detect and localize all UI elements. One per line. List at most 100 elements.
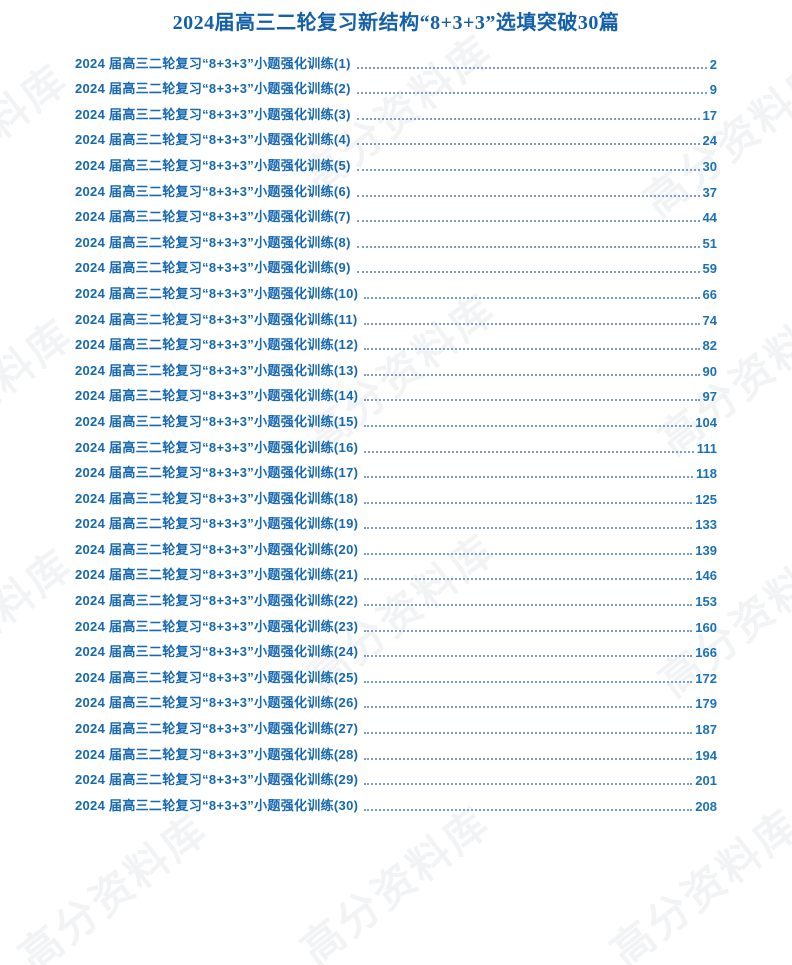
toc-dot-leader [356,117,700,120]
toc-entry-page-number: 37 [702,184,717,200]
toc-entry-label: 2024 届高三二轮复习“8+3+3”小题强化训练(17) [75,465,359,481]
toc-entry[interactable]: 2024 届高三二轮复习“8+3+3”小题强化训练(3) 17 [75,102,717,128]
toc-entry[interactable]: 2024 届高三二轮复习“8+3+3”小题强化训练(29) 201 [75,768,717,794]
toc-entry-label: 2024 届高三二轮复习“8+3+3”小题强化训练(14) [75,388,359,404]
toc-entry-label: 2024 届高三二轮复习“8+3+3”小题强化训练(10) [75,285,359,301]
toc-dot-leader [364,450,694,453]
toc-dot-leader [364,732,693,735]
toc-dot-leader [363,322,700,325]
toc-entry[interactable]: 2024 届高三二轮复习“8+3+3”小题强化训练(11) 74 [75,307,717,333]
toc-entry[interactable]: 2024 届高三二轮复习“8+3+3”小题强化训练(6) 37 [75,179,717,205]
toc-entry[interactable]: 2024 届高三二轮复习“8+3+3”小题强化训练(13) 90 [75,358,717,384]
toc-dot-leader [356,168,700,171]
toc-dot-leader [364,604,693,607]
toc-dot-leader [364,501,693,504]
watermark-text: 高分资料库 [10,805,217,965]
toc-entry[interactable]: 2024 届高三二轮复习“8+3+3”小题强化训练(2) 9 [75,77,717,103]
toc-entry[interactable]: 2024 届高三二轮复习“8+3+3”小题强化训练(15) 104 [75,409,717,435]
toc-dot-leader [356,66,707,69]
toc-entry[interactable]: 2024 届高三二轮复习“8+3+3”小题强化训练(26) 179 [75,691,717,717]
toc-entry-page-number: 97 [702,389,717,405]
toc-entry-label: 2024 届高三二轮复习“8+3+3”小题强化训练(8) [75,234,351,250]
toc-entry-label: 2024 届高三二轮复习“8+3+3”小题强化训练(7) [75,209,351,225]
toc-entry-label: 2024 届高三二轮复习“8+3+3”小题强化训练(23) [75,618,359,634]
toc-entry-label: 2024 届高三二轮复习“8+3+3”小题强化训练(12) [75,337,359,353]
watermark-text: 高分资料库 [0,55,77,231]
toc-entry[interactable]: 2024 届高三二轮复习“8+3+3”小题强化训练(4) 24 [75,128,717,154]
toc-entry-label: 2024 届高三二轮复习“8+3+3”小题强化训练(22) [75,593,359,609]
toc-entry[interactable]: 2024 届高三二轮复习“8+3+3”小题强化训练(19) 133 [75,512,717,538]
toc-entry-label: 2024 届高三二轮复习“8+3+3”小题强化训练(15) [75,413,359,429]
toc-dot-leader [356,92,707,95]
toc-dot-leader [364,424,693,427]
toc-entry-page-number: 66 [702,286,717,302]
toc-entry[interactable]: 2024 届高三二轮复习“8+3+3”小题强化训练(14) 97 [75,384,717,410]
toc-entry-label: 2024 届高三二轮复习“8+3+3”小题强化训练(13) [75,362,359,378]
toc-entry-page-number: 2 [709,56,717,72]
toc-entry[interactable]: 2024 届高三二轮复习“8+3+3”小题强化训练(25) 172 [75,665,717,691]
toc-dot-leader [356,271,700,274]
toc-dot-leader [364,373,700,376]
toc-dot-leader [364,629,693,632]
watermark-text: 高分资料库 [0,310,82,486]
toc-entry[interactable]: 2024 届高三二轮复习“8+3+3”小题强化训练(23) 160 [75,614,717,640]
toc-entry-label: 2024 届高三二轮复习“8+3+3”小题强化训练(25) [75,669,359,685]
toc-entry-page-number: 172 [695,670,717,686]
toc-dot-leader [364,578,693,581]
toc-entry[interactable]: 2024 届高三二轮复习“8+3+3”小题强化训练(24) 166 [75,640,717,666]
toc-entry-page-number: 118 [696,466,717,482]
toc-entry-page-number: 179 [695,696,717,712]
toc-entry-label: 2024 届高三二轮复习“8+3+3”小题强化训练(6) [75,183,351,199]
toc-entry[interactable]: 2024 届高三二轮复习“8+3+3”小题强化训练(5) 30 [75,153,717,179]
toc-entry-label: 2024 届高三二轮复习“8+3+3”小题强化训练(27) [75,721,359,737]
toc-entry-label: 2024 届高三二轮复习“8+3+3”小题强化训练(3) [75,106,351,122]
toc-entry-label: 2024 届高三二轮复习“8+3+3”小题强化训练(16) [75,439,359,455]
toc-entry-page-number: 74 [702,312,717,328]
toc-entry[interactable]: 2024 届高三二轮复习“8+3+3”小题强化训练(7) 44 [75,205,717,231]
toc-entry[interactable]: 2024 届高三二轮复习“8+3+3”小题强化训练(21) 146 [75,563,717,589]
toc-entry-label: 2024 届高三二轮复习“8+3+3”小题强化训练(4) [75,132,351,148]
toc-entry-page-number: 111 [696,440,717,456]
toc-entry[interactable]: 2024 届高三二轮复习“8+3+3”小题强化训练(20) 139 [75,537,717,563]
toc-dot-leader [364,476,694,479]
toc-entry[interactable]: 2024 届高三二轮复习“8+3+3”小题强化训练(28) 194 [75,742,717,768]
toc-entry-page-number: 9 [709,82,717,98]
toc-entry[interactable]: 2024 届高三二轮复习“8+3+3”小题强化训练(18) 125 [75,486,717,512]
toc-dot-leader [364,655,693,658]
watermark-text: 高分资料库 [0,540,82,716]
toc-dot-leader [356,245,700,248]
toc-entry-label: 2024 届高三二轮复习“8+3+3”小题强化训练(19) [75,516,359,532]
toc-entry[interactable]: 2024 届高三二轮复习“8+3+3”小题强化训练(1) 2 [75,51,717,77]
toc-entry[interactable]: 2024 届高三二轮复习“8+3+3”小题强化训练(9) 59 [75,256,717,282]
toc-entry-page-number: 104 [695,414,717,430]
toc-entry-page-number: 139 [695,542,717,558]
toc-entry-page-number: 194 [695,747,717,763]
toc-entry-label: 2024 届高三二轮复习“8+3+3”小题强化训练(24) [75,644,359,660]
toc-entry[interactable]: 2024 届高三二轮复习“8+3+3”小题强化训练(30) 208 [75,793,717,819]
toc-entry-page-number: 17 [702,107,717,123]
toc-entry-page-number: 24 [702,133,717,149]
toc-dot-leader [364,399,700,402]
toc-entry-label: 2024 届高三二轮复习“8+3+3”小题强化训练(28) [75,746,359,762]
toc-dot-leader [364,808,693,811]
toc-entry[interactable]: 2024 届高三二轮复习“8+3+3”小题强化训练(27) 187 [75,716,717,742]
toc-entry[interactable]: 2024 届高三二轮复习“8+3+3”小题强化训练(8) 51 [75,230,717,256]
toc-entry-label: 2024 届高三二轮复习“8+3+3”小题强化训练(1) [75,55,351,71]
toc-entry-label: 2024 届高三二轮复习“8+3+3”小题强化训练(20) [75,541,359,557]
toc-entry-page-number: 153 [695,594,717,610]
toc-entry[interactable]: 2024 届高三二轮复习“8+3+3”小题强化训练(16) 111 [75,435,717,461]
toc-dot-leader [356,143,700,146]
toc-entry-label: 2024 届高三二轮复习“8+3+3”小题强化训练(29) [75,772,359,788]
toc-entry-page-number: 160 [695,619,717,635]
toc-entry[interactable]: 2024 届高三二轮复习“8+3+3”小题强化训练(12) 82 [75,333,717,359]
toc-entry[interactable]: 2024 届高三二轮复习“8+3+3”小题强化训练(22) 153 [75,588,717,614]
toc-entry[interactable]: 2024 届高三二轮复习“8+3+3”小题强化训练(10) 66 [75,281,717,307]
toc-entry-label: 2024 届高三二轮复习“8+3+3”小题强化训练(11) [75,311,358,327]
toc-entry[interactable]: 2024 届高三二轮复习“8+3+3”小题强化训练(17) 118 [75,461,717,487]
toc-entry-page-number: 133 [695,517,717,533]
toc-dot-leader [364,552,693,555]
toc-dot-leader [364,783,693,786]
toc-entry-page-number: 44 [702,210,717,226]
toc-entry-label: 2024 届高三二轮复习“8+3+3”小题强化训练(30) [75,797,359,813]
